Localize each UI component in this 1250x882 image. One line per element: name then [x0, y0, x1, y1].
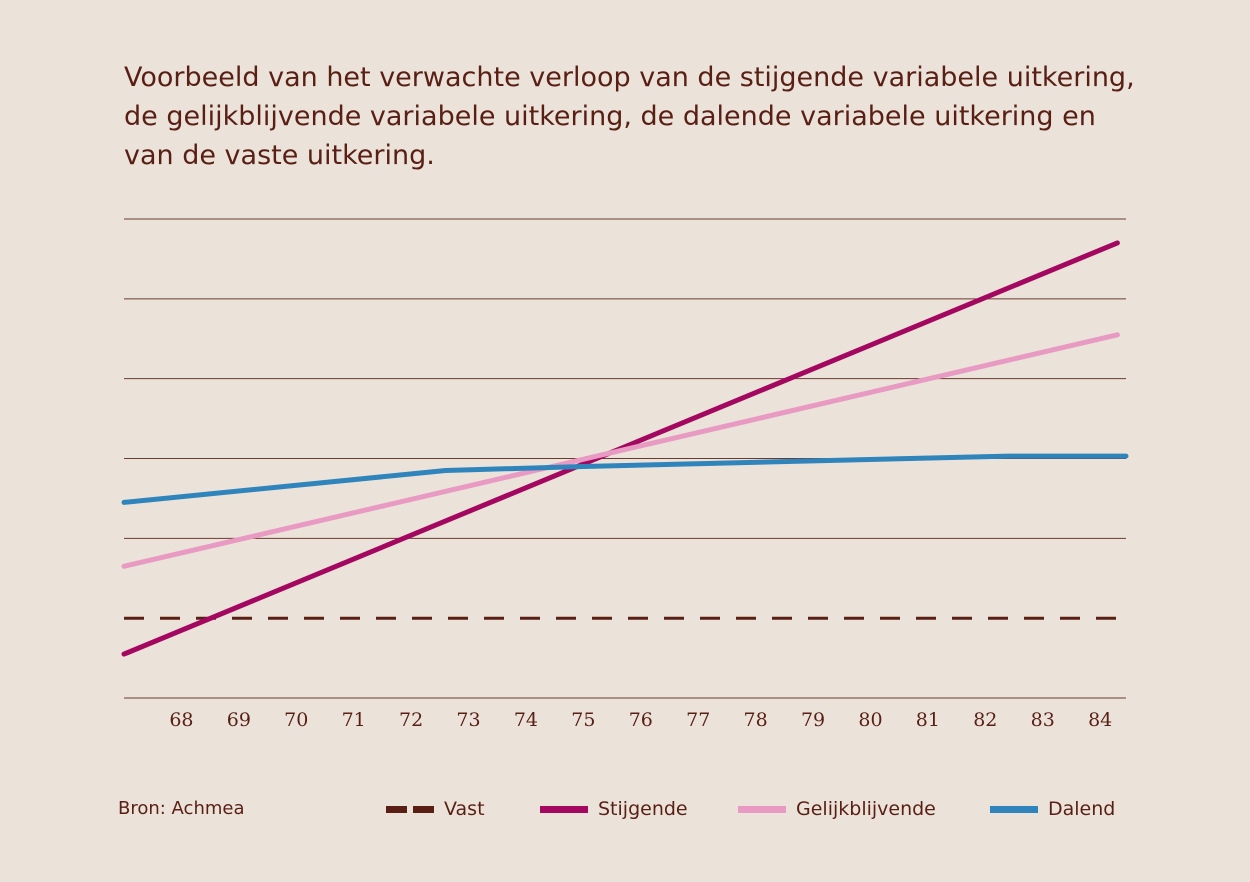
series-layer [121, 240, 1129, 657]
title-line-2: de gelijkblijvende variabele uitkering, … [124, 101, 1096, 132]
legend-item-stijgende: Stijgende [540, 796, 688, 822]
legend-item-vast: Vast [386, 796, 485, 822]
legend-label-dalend: Dalend [1048, 798, 1116, 820]
x-tick-label-81: 81 [916, 709, 940, 731]
series-line-dalend [121, 453, 1129, 505]
legend-label-gelijkblijvende: Gelijkblijvende [796, 798, 936, 820]
legend-item-gelijkblijvende: Gelijkblijvende [738, 796, 936, 822]
x-tick-label-69: 69 [227, 709, 251, 731]
legend-label-vast: Vast [444, 798, 485, 820]
x-axis-ticks: 68 69 70 71 72 73 74 75 76 77 78 79 80 81 82 83 84 [169, 709, 1112, 731]
x-tick-label-78: 78 [744, 709, 768, 731]
legend-swatch-gelijkblijvende [738, 805, 786, 813]
title-line-1: Voorbeeld van het verwachte verloop van … [124, 62, 1135, 93]
gridlines [124, 218, 1126, 699]
chart-title: Voorbeeld van het verwachte verloop van … [124, 58, 1135, 175]
x-tick-label-68: 68 [169, 709, 193, 731]
x-tick-label-73: 73 [456, 709, 480, 731]
title-line-3: van de vaste uitkering. [124, 140, 435, 171]
legend-swatch-dalend [990, 805, 1038, 813]
x-tick-label-75: 75 [571, 709, 595, 731]
x-tick-label-72: 72 [399, 709, 423, 731]
x-tick-label-71: 71 [342, 709, 366, 731]
source-note: Bron: Achmea [118, 798, 245, 819]
legend-label-stijgende: Stijgende [598, 798, 688, 820]
legend-item-dalend: Dalend [990, 796, 1115, 822]
x-tick-label-82: 82 [973, 709, 997, 731]
x-tick-label-84: 84 [1088, 709, 1112, 731]
x-tick-label-77: 77 [686, 709, 710, 731]
x-tick-label-79: 79 [801, 709, 825, 731]
legend-swatch-stijgende [540, 805, 588, 813]
x-tick-label-70: 70 [284, 709, 308, 731]
series-line-gelijkblijvende [121, 332, 1120, 569]
x-tick-label-80: 80 [858, 709, 882, 731]
x-tick-label-83: 83 [1031, 709, 1055, 731]
x-tick-label-74: 74 [514, 709, 538, 731]
legend-swatch-vast [386, 805, 434, 813]
x-tick-label-76: 76 [629, 709, 653, 731]
